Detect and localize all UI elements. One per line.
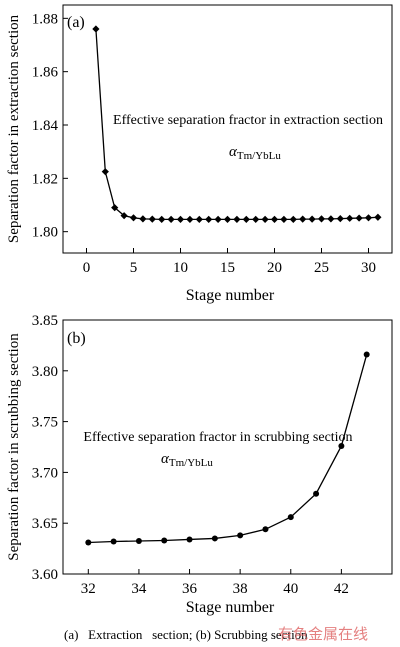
panel-b-y-tick-label: 3.70 (32, 465, 58, 481)
panel-b-data-point (85, 539, 92, 546)
panel-a-symbol-alpha: α (229, 144, 238, 160)
panel-b-symbol-subscript: Tm/YbLu (169, 457, 213, 469)
watermark: 有色金属在线 (278, 625, 368, 643)
panel-a-data-point (346, 214, 354, 222)
panel-a-y-tick-label: 1.82 (32, 171, 58, 187)
panel-a-data-point (364, 214, 373, 222)
panel-a-data-point (308, 215, 316, 223)
panel-a-data-point (374, 213, 382, 221)
panel-a-y-tick-label: 1.88 (32, 11, 58, 27)
panel-a-reference-label: Effective separation fractor in extracti… (113, 113, 383, 128)
panel-a-x-tick-label: 25 (314, 260, 329, 276)
panel-a-data-point (120, 212, 128, 220)
panel-a-label: (a) (67, 14, 85, 31)
panel-a-data-point (214, 215, 222, 223)
panel-a-data-point (158, 215, 166, 223)
panel-a-data-point (299, 215, 307, 223)
panel-b-data-point (161, 537, 168, 544)
panel-b-data-point (110, 538, 117, 545)
panel-b-x-tick-label: 38 (233, 581, 248, 597)
panel-a-data-point (280, 215, 288, 223)
panel-a-data-point (327, 215, 335, 223)
panel-b-x-tick-label: 34 (131, 581, 147, 597)
panel-b-y-tick-label: 3.80 (32, 364, 58, 380)
panel-b-data-points (85, 351, 370, 546)
panel-a-y-tick-label: 1.80 (32, 225, 58, 241)
panel-b-y-tick-label: 3.85 (32, 313, 58, 329)
panel-b-x-tick-label: 42 (334, 581, 349, 597)
panel-b-x-axis-label: Stage number (186, 599, 275, 616)
panel-b-y-tick-label: 3.60 (32, 567, 58, 583)
panel-a-data-point (289, 215, 297, 223)
panel-a-y-axis-label: Separation factor in extraction section (6, 14, 22, 243)
panel-a-reference-symbol: αTm/YbLu (229, 144, 281, 162)
panel-b-symbol-alpha: α (161, 451, 170, 467)
panel-a-data-point (195, 215, 203, 223)
panel-a-data-point (242, 215, 250, 223)
panel-a-symbol-subscript: Tm/YbLu (237, 150, 281, 162)
panel-b-ticks: 32 34 36 38 40 42 3.60 3.65 3.70 3.75 3.80 3.85 (32, 313, 349, 597)
panel-b-y-tick-label: 3.75 (32, 415, 58, 431)
panel-a-data-point (223, 215, 232, 223)
panel-a-data-point (129, 214, 138, 222)
panel-b-chart: (b) Separation factor in scrubbing secti… (6, 313, 393, 616)
panel-b-data-point (262, 526, 269, 533)
panel-a-data-point (270, 215, 279, 223)
panel-b-x-tick-label: 36 (182, 581, 198, 597)
panel-a-x-tick-label: 10 (173, 260, 188, 276)
panel-a-data-point (111, 204, 119, 212)
panel-a-data-point (176, 215, 185, 223)
panel-a-data-point (148, 215, 156, 223)
panel-b-x-tick-label: 32 (81, 581, 96, 597)
panel-a-x-tick-label: 20 (267, 260, 282, 276)
panel-b-reference-symbol: αTm/YbLu (161, 451, 213, 469)
panel-b-data-point (287, 514, 294, 521)
panel-b-data-point (313, 490, 320, 497)
panel-a-x-tick-label: 0 (83, 260, 91, 276)
panel-a-x-axis-label: Stage number (186, 287, 275, 304)
figure-caption: (a) Extraction section; (b) Scrubbing se… (64, 627, 308, 642)
panel-b-plot-frame (62, 319, 393, 575)
panel-b-y-tick-label: 3.65 (32, 516, 58, 532)
panel-a-y-tick-label: 1.86 (32, 65, 59, 81)
panel-b-y-axis-label: Separation factor in scrubbing section (6, 333, 22, 561)
panel-a-data-point (101, 168, 109, 176)
panel-a-data-point (205, 215, 213, 223)
panel-a-data-point (252, 215, 260, 223)
panel-b-data-point (363, 351, 370, 358)
panel-b-data-point (338, 442, 345, 449)
panel-b-data-point (237, 532, 244, 539)
panel-a-chart: (a) Separation factor in extraction sect… (6, 4, 393, 304)
panel-a-data-point (355, 214, 363, 222)
panel-b-data-point (211, 535, 218, 542)
panel-a-data-point (139, 215, 147, 223)
panel-a-data-point (261, 215, 269, 223)
panel-a-y-tick-label: 1.84 (32, 118, 59, 134)
panel-b-data-point (135, 537, 142, 544)
panel-a-data-point (167, 215, 175, 223)
panel-a-x-tick-label: 30 (361, 260, 376, 276)
panel-a-data-point (317, 215, 326, 223)
panel-a-data-points (92, 25, 382, 223)
panel-b-x-tick-label: 40 (283, 581, 298, 597)
panel-b-label: (b) (67, 330, 86, 347)
panel-a-ticks: 0 5 10 15 20 25 30 1.80 1.82 1.84 1.86 1.88 (32, 11, 376, 276)
panel-b-data-point (186, 536, 193, 543)
panel-a-x-tick-label: 15 (220, 260, 235, 276)
panel-a-data-point (92, 25, 100, 33)
panel-a-data-point (233, 215, 241, 223)
panel-a-data-point (336, 215, 344, 223)
panel-b-reference-label: Effective separation fractor in scrubbin… (83, 430, 352, 445)
panel-a-x-tick-label: 5 (130, 260, 138, 276)
panel-b-series-line (88, 354, 368, 544)
panel-a-data-point (186, 215, 194, 223)
